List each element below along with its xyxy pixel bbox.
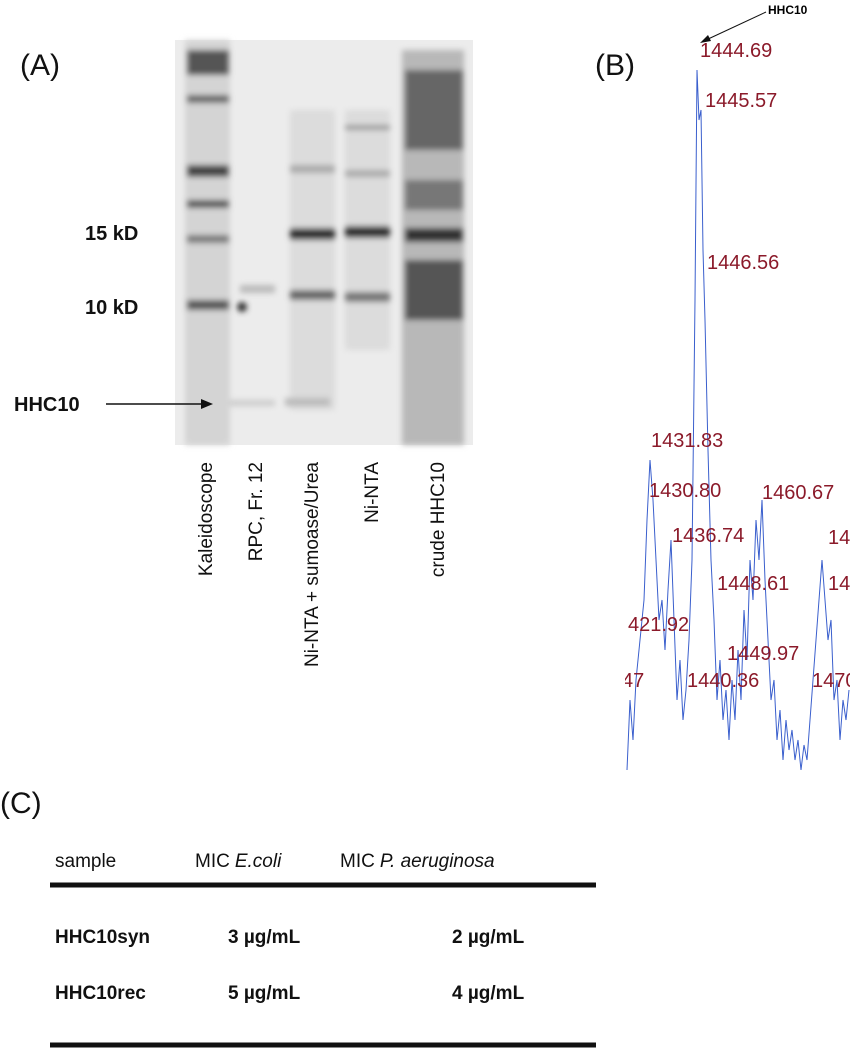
spectrum (626, 69, 850, 771)
table-cell: 4 µg/mL (452, 983, 525, 1004)
peak-label: 421.92 (628, 614, 689, 636)
lane-label: Ni-NTA + sumoase/Urea (302, 462, 323, 667)
marker-label: 15 kD (85, 223, 138, 245)
peak-label: 1448.61 (717, 573, 789, 595)
peak-label: 1444.69 (700, 40, 772, 62)
peak-label: 1449.97 (727, 643, 799, 665)
lane-label: Kaleidoscope (196, 462, 217, 576)
marker-label: 10 kD (85, 297, 138, 319)
panel-label: (C) (0, 787, 42, 820)
lane-label: crude HHC10 (428, 462, 449, 577)
table-cell: 3 µg/mL (228, 927, 301, 948)
arrow-label: HHC10 (14, 394, 80, 416)
peak-label: 1431.83 (651, 430, 723, 452)
peak-label: 1446.56 (707, 252, 779, 274)
table-cell: 5 µg/mL (228, 983, 301, 1004)
organism: E.coli (235, 851, 282, 872)
arrow (700, 11, 767, 43)
header-text: MIC (195, 851, 230, 872)
peak-label: 14 (828, 573, 850, 595)
panel-label: (B) (595, 49, 635, 82)
peak-label: 1460.67 (762, 482, 834, 504)
table-cell: 2 µg/mL (452, 927, 525, 948)
panel-label: (A) (20, 49, 60, 82)
gel-image (175, 40, 473, 445)
column-header: sample (55, 851, 116, 872)
peak-label: 1470 (812, 670, 850, 692)
peak-label: 1445.57 (705, 90, 777, 112)
row-header: HHC10rec (55, 983, 146, 1004)
organism: P. aeruginosa (380, 851, 495, 872)
lane-label: RPC, Fr. 12 (246, 462, 267, 561)
column-header: MIC P. aeruginosa (340, 851, 495, 872)
peak-label: 1430.80 (649, 480, 721, 502)
peak-label: 1436.74 (672, 525, 744, 547)
lane-label: Ni-NTA (362, 462, 383, 523)
peak-label: 47 (622, 670, 644, 692)
column-header: MIC E.coli (195, 851, 282, 872)
row-header: HHC10syn (55, 927, 150, 948)
peak-label: 14 (828, 527, 850, 549)
peak-label: 1440.36 (687, 670, 759, 692)
header-text: sample (55, 851, 116, 872)
header-text: MIC (340, 851, 375, 872)
arrow (106, 399, 213, 409)
arrow-label: HHC10 (768, 3, 808, 17)
